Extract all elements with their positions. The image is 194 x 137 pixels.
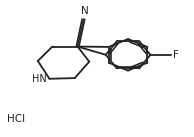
Text: HCl: HCl [7,114,25,124]
Text: N: N [81,6,88,16]
Text: F: F [173,50,179,60]
Text: HN: HN [32,75,47,84]
